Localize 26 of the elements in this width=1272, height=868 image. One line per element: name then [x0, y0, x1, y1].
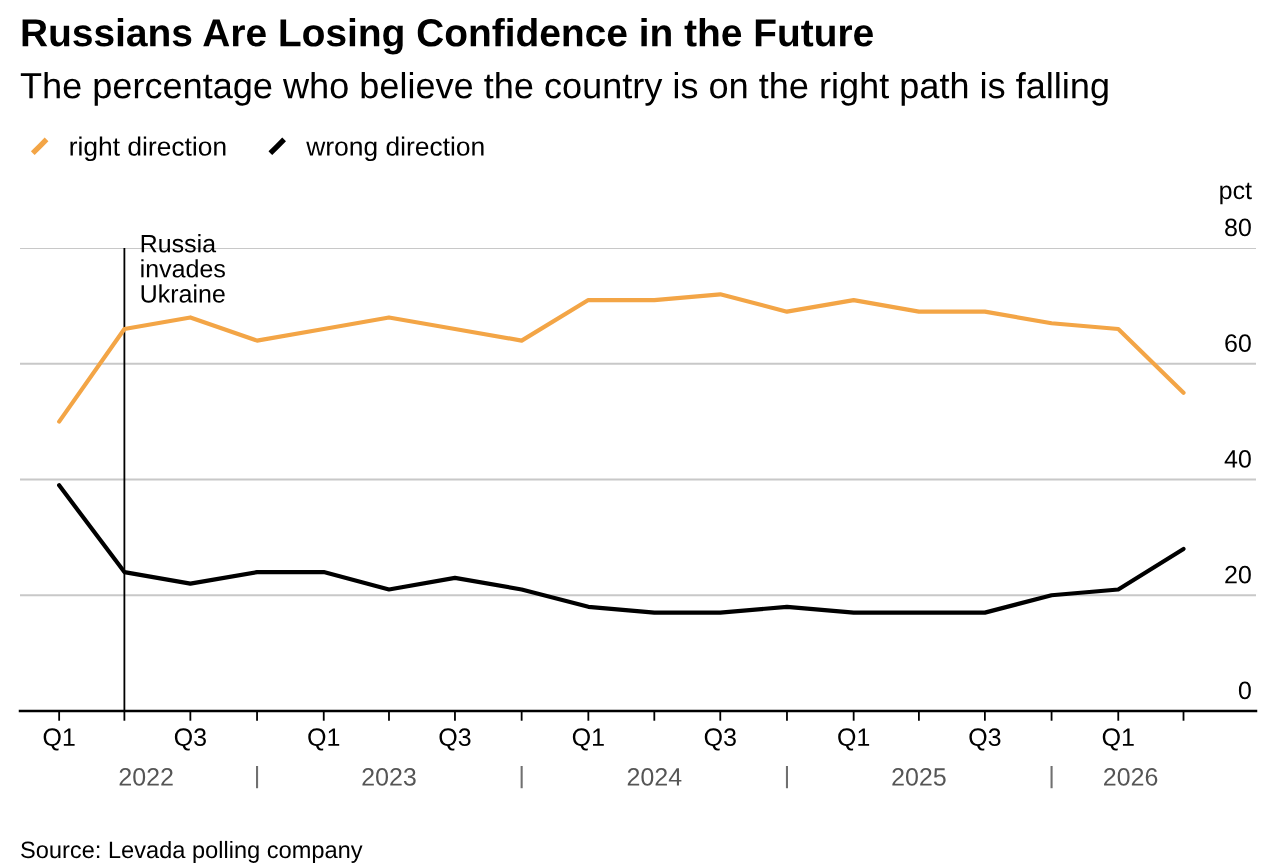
source-note: Source: Levada polling company [21, 840, 363, 863]
y-tick-label: 0 [1238, 681, 1251, 700]
x-tick-label: Q1 [43, 728, 75, 751]
y-tick-label: 20 [1225, 565, 1251, 584]
x-tick-label: Q1 [838, 728, 870, 751]
y-tick-label: 60 [1225, 334, 1251, 352]
x2-tick-label: 2026 [1104, 768, 1158, 786]
legend-label: right direction [70, 136, 226, 162]
ref-line-label: Russia invades Ukraine [141, 234, 225, 303]
x2-tick-label: 2023 [362, 768, 416, 786]
x-tick-label: Q3 [174, 728, 206, 751]
y-axis-title: pct [1220, 182, 1252, 205]
x-tick-label: Q3 [439, 728, 471, 751]
x-tick-label: Q1 [572, 728, 604, 751]
x-tick-label: Q3 [704, 728, 736, 751]
x-tick-label: Q3 [969, 728, 1001, 751]
chart-subtitle: The percentage who believe the country is on the right path is falling [20, 72, 1108, 106]
x-tick-label: Q1 [308, 728, 340, 751]
x2-tick-label: 2025 [892, 768, 946, 786]
x2-tick-label: 2022 [119, 768, 173, 786]
y-tick-label: 80 [1225, 218, 1251, 237]
chart-title: Russians Are Losing Confidence in the Future [22, 18, 873, 55]
x-tick-label: Q1 [1102, 728, 1134, 751]
x2-tick-label: 2024 [627, 768, 682, 786]
legend-label: wrong direction [306, 136, 484, 162]
y-tick-label: 40 [1224, 450, 1251, 468]
